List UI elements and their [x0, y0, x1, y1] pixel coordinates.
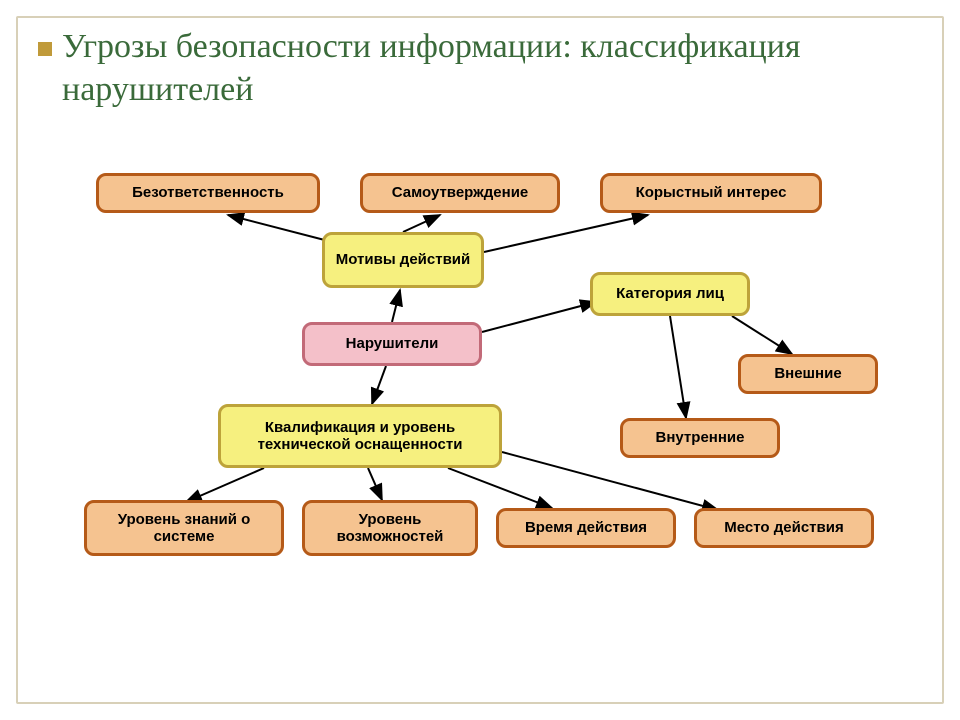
node-label: Время действия	[525, 519, 647, 536]
node-greed: Корыстный интерес	[600, 173, 822, 213]
node-label: Квалификация и уровень технической оснащ…	[229, 419, 491, 454]
node-violators: Нарушители	[302, 322, 482, 366]
node-category: Категория лиц	[590, 272, 750, 316]
node-label: Уровень знаний о системе	[95, 511, 273, 546]
node-time: Время действия	[496, 508, 676, 548]
node-label: Внешние	[774, 365, 841, 382]
node-motives: Мотивы действий	[322, 232, 484, 288]
nodes-layer: Безответственность Самоутверждение Корыстн…	[0, 0, 960, 720]
node-label: Нарушители	[346, 335, 439, 352]
node-label: Безответственность	[132, 184, 284, 201]
node-label: Место действия	[724, 519, 843, 536]
node-label: Внутренние	[656, 429, 745, 446]
node-qual: Квалификация и уровень технической оснащ…	[218, 404, 502, 468]
node-selfaff: Самоутверждение	[360, 173, 560, 213]
node-label: Самоутверждение	[392, 184, 529, 201]
node-label: Уровень возможностей	[313, 511, 467, 546]
slide: Угрозы безопасности информации: классифи…	[0, 0, 960, 720]
node-external: Внешние	[738, 354, 878, 394]
node-poss: Уровень возможностей	[302, 500, 478, 556]
node-label: Категория лиц	[616, 285, 724, 302]
node-internal: Внутренние	[620, 418, 780, 458]
node-label: Мотивы действий	[336, 251, 471, 268]
node-know: Уровень знаний о системе	[84, 500, 284, 556]
node-place: Место действия	[694, 508, 874, 548]
node-irresp: Безответственность	[96, 173, 320, 213]
node-label: Корыстный интерес	[636, 184, 787, 201]
